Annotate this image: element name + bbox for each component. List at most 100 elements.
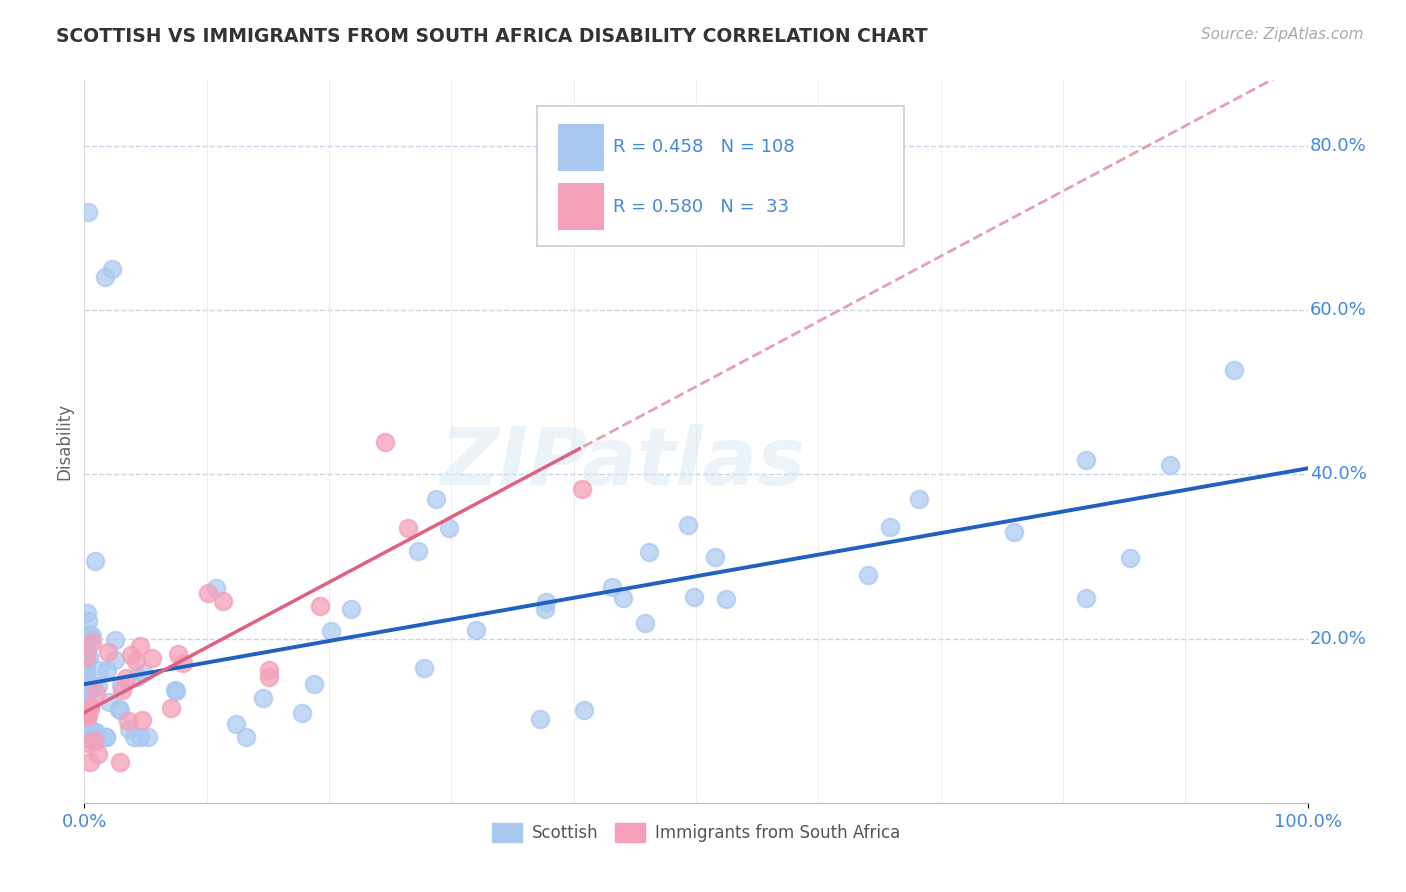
Point bbox=[80, 730, 103, 744]
Point bbox=[136, 730, 159, 744]
Point bbox=[534, 602, 557, 616]
Point bbox=[77, 650, 100, 665]
Point bbox=[79, 627, 101, 641]
Point bbox=[111, 683, 134, 698]
Point bbox=[205, 581, 228, 595]
Point bbox=[637, 545, 659, 559]
Point bbox=[75, 702, 97, 716]
FancyBboxPatch shape bbox=[558, 124, 605, 170]
Legend: Scottish, Immigrants from South Africa: Scottish, Immigrants from South Africa bbox=[485, 816, 907, 848]
Point bbox=[127, 670, 149, 684]
Point bbox=[374, 434, 396, 449]
Point bbox=[94, 270, 117, 285]
Point bbox=[160, 701, 183, 715]
Point bbox=[75, 706, 97, 721]
Point bbox=[574, 703, 596, 717]
Point bbox=[704, 550, 727, 565]
Point bbox=[425, 491, 447, 506]
Point bbox=[118, 722, 141, 736]
FancyBboxPatch shape bbox=[558, 183, 605, 230]
Point bbox=[96, 645, 118, 659]
Point bbox=[82, 634, 104, 648]
Point bbox=[235, 730, 257, 744]
Point bbox=[122, 730, 145, 744]
Point bbox=[612, 591, 634, 606]
Point bbox=[75, 673, 97, 688]
Text: 20.0%: 20.0% bbox=[1310, 630, 1367, 648]
Point bbox=[79, 704, 101, 718]
Text: SCOTTISH VS IMMIGRANTS FROM SOUTH AFRICA DISABILITY CORRELATION CHART: SCOTTISH VS IMMIGRANTS FROM SOUTH AFRICA… bbox=[56, 27, 928, 45]
Point bbox=[107, 702, 129, 716]
Point bbox=[75, 722, 97, 736]
Point bbox=[75, 659, 97, 673]
Y-axis label: Disability: Disability bbox=[55, 403, 73, 480]
Point bbox=[76, 696, 98, 710]
Point bbox=[683, 591, 706, 605]
Point bbox=[212, 594, 235, 608]
Point bbox=[76, 646, 98, 660]
Point bbox=[87, 680, 110, 694]
Point bbox=[80, 730, 103, 744]
Point bbox=[124, 654, 146, 668]
Point bbox=[1074, 453, 1097, 467]
Point bbox=[75, 667, 97, 681]
Point bbox=[77, 730, 100, 744]
Point bbox=[86, 730, 108, 744]
Point bbox=[340, 602, 363, 616]
Point bbox=[197, 586, 219, 600]
Text: 60.0%: 60.0% bbox=[1310, 301, 1367, 319]
Point bbox=[103, 652, 125, 666]
Point bbox=[309, 599, 332, 613]
Point bbox=[129, 640, 152, 654]
Point bbox=[75, 701, 97, 715]
Point bbox=[1119, 551, 1142, 566]
Point bbox=[76, 717, 98, 731]
Point bbox=[108, 702, 131, 716]
Point bbox=[319, 624, 342, 638]
Point bbox=[108, 755, 131, 769]
Point bbox=[82, 629, 104, 643]
Point bbox=[165, 684, 187, 698]
Text: R = 0.580   N =  33: R = 0.580 N = 33 bbox=[613, 198, 789, 216]
Point bbox=[396, 521, 419, 535]
Point bbox=[1002, 525, 1025, 540]
Point bbox=[259, 670, 281, 684]
Point bbox=[252, 690, 274, 705]
Point bbox=[75, 653, 97, 667]
Text: Source: ZipAtlas.com: Source: ZipAtlas.com bbox=[1201, 27, 1364, 42]
Point bbox=[1159, 458, 1181, 472]
Point bbox=[75, 681, 97, 696]
Point bbox=[101, 262, 124, 277]
Point bbox=[1223, 362, 1246, 376]
Point bbox=[167, 647, 190, 661]
Point bbox=[75, 718, 97, 732]
Point bbox=[98, 695, 121, 709]
Point bbox=[75, 673, 97, 687]
Point bbox=[103, 633, 125, 648]
Point bbox=[84, 554, 107, 568]
Point bbox=[80, 728, 103, 742]
Point bbox=[84, 686, 107, 700]
Point bbox=[76, 698, 98, 713]
Point bbox=[75, 730, 97, 744]
Point bbox=[76, 707, 98, 722]
Point bbox=[1074, 591, 1097, 606]
Point bbox=[75, 652, 97, 666]
Point bbox=[129, 730, 152, 744]
Point bbox=[464, 624, 486, 638]
Point bbox=[225, 717, 247, 731]
Point bbox=[437, 521, 460, 535]
Point bbox=[571, 483, 593, 497]
Point bbox=[83, 725, 105, 739]
Point bbox=[75, 726, 97, 740]
Point bbox=[75, 730, 97, 744]
Point bbox=[75, 708, 97, 723]
Point bbox=[83, 734, 105, 748]
Point bbox=[84, 725, 107, 739]
Point bbox=[291, 706, 314, 720]
Point bbox=[75, 730, 97, 744]
Point bbox=[76, 606, 98, 620]
Point bbox=[114, 671, 136, 685]
Point bbox=[259, 663, 281, 677]
Point bbox=[600, 581, 623, 595]
